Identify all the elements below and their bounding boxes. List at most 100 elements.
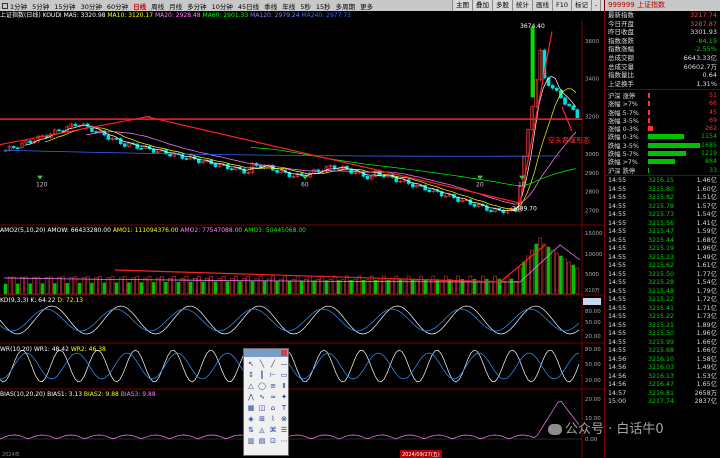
draw-tool-button[interactable]: ⌂ <box>270 404 276 412</box>
draw-tool-button[interactable]: ⊞ <box>259 415 265 423</box>
volume-bar <box>304 278 308 295</box>
tick-amount: 1.57亿 <box>696 202 717 210</box>
period-tab[interactable]: 30分钟 <box>80 2 102 11</box>
period-tab[interactable]: 5秒 <box>300 2 311 11</box>
tick-amount: 1.59亿 <box>696 228 717 236</box>
period-tab[interactable]: 季线 <box>264 2 278 11</box>
draw-tool-button[interactable]: ⌘ <box>269 426 277 434</box>
draw-tool-button[interactable]: ▦ <box>247 404 255 412</box>
candle-body <box>538 49 543 81</box>
draw-tool-button[interactable]: ⋯ <box>280 437 288 445</box>
draw-tool-button[interactable]: ⇅ <box>248 426 254 434</box>
volume-bar <box>349 280 353 295</box>
draw-tool-button[interactable]: ▭ <box>280 371 288 379</box>
close-icon[interactable] <box>281 350 287 356</box>
draw-tool-button[interactable]: ⊢ <box>269 371 277 379</box>
draw-tool-button[interactable]: ┃ <box>259 371 265 379</box>
period-tab[interactable]: 60分钟 <box>106 2 129 11</box>
breadth-row: 跌幅 0-3% 1154 <box>605 133 720 141</box>
period-tab[interactable]: 5分钟 <box>32 2 50 11</box>
volume-bar <box>291 278 296 295</box>
right-tab[interactable]: 统计 <box>512 0 532 11</box>
draw-tool-button[interactable]: ◫ <box>258 404 266 412</box>
drawing-tools-palette[interactable]: ↖ ╲ ╱ — ↕ ┃ ⊢ ▭ △ ◯ ≡ Ⅱ ⋀ ∿ ≈ ✦ ▦ ◫ ⌂ T ◈ ⊞ ⌇ ⊗ ⇅ ◬ ⌘ ☰ ▥ ▤ ⊡ ⋯ <box>243 348 289 456</box>
period-tab[interactable]: 10分钟 <box>211 2 233 11</box>
period-tab[interactable]: 月线 <box>169 2 183 11</box>
candle-body <box>57 129 61 132</box>
period-tab[interactable]: 年线 <box>282 2 296 11</box>
candle-body <box>106 134 111 140</box>
volume-bar <box>267 278 271 295</box>
candle-body <box>415 184 419 188</box>
legend-item: AMO2: 77547088.00 <box>180 227 245 234</box>
date-label: 2024年 <box>2 451 20 458</box>
period-tab[interactable]: 1分钟 <box>10 2 28 11</box>
period-tab[interactable]: 多分钟 <box>187 2 207 11</box>
right-tab[interactable]: 主图 <box>452 0 472 11</box>
period-tab[interactable]: 15秒 <box>315 2 331 11</box>
k-line <box>0 305 580 335</box>
draw-tool-button[interactable]: T <box>281 404 287 412</box>
candle-body <box>336 168 341 170</box>
draw-tool-button[interactable]: ↖ <box>248 360 254 368</box>
draw-tool-button[interactable]: — <box>280 360 288 368</box>
volume-bar <box>555 252 559 295</box>
draw-tool-button[interactable]: ⋀ <box>248 393 254 401</box>
draw-tool-button[interactable]: ↕ <box>248 371 254 379</box>
candle-body <box>90 126 94 132</box>
draw-tool-button[interactable]: ▥ <box>247 437 255 445</box>
period-tab[interactable]: 多周期 <box>335 2 356 11</box>
draw-tool-button[interactable]: △ <box>248 382 254 390</box>
period-tab[interactable]: 周线 <box>151 2 165 11</box>
volume-bar <box>53 283 57 295</box>
volume-bar <box>509 278 514 295</box>
period-tab[interactable]: 15分钟 <box>54 2 76 11</box>
draw-tool-button[interactable]: ⊡ <box>270 437 276 445</box>
tick-list[interactable]: 14:55 3216.15 1.46亿 14:55 3215.80 1.60亿 14:55 3… <box>605 177 720 407</box>
draw-tool-button[interactable]: ▤ <box>258 437 266 445</box>
volume-bar <box>86 276 90 295</box>
draw-tool-button[interactable]: ╱ <box>270 360 276 368</box>
cycle-marker <box>477 175 483 180</box>
breadth-row: 跌幅 >7% 884 <box>605 158 720 166</box>
kline-chart-area[interactable]: 3600 3400 3200 3000 2900 2800 2700 3674.40 2689.… <box>0 20 604 458</box>
draw-tool-button[interactable]: ◈ <box>248 415 254 423</box>
period-tab[interactable]: 45日线 <box>237 2 260 11</box>
volume-bar <box>456 275 460 295</box>
ma240-line <box>3 149 561 157</box>
draw-tool-button[interactable]: ≈ <box>270 393 276 401</box>
palette-titlebar[interactable] <box>244 349 288 357</box>
draw-tool-button[interactable]: ╲ <box>259 360 265 368</box>
volume-bar <box>238 281 242 295</box>
draw-tool-button[interactable]: ⌇ <box>271 415 275 423</box>
draw-tool-button[interactable]: ≡ <box>270 382 276 390</box>
right-tab[interactable]: 多股 <box>492 0 512 11</box>
draw-tool-button[interactable]: Ⅱ <box>282 382 286 390</box>
period-tab[interactable]: 日线 <box>133 2 147 11</box>
draw-tool-button[interactable]: ☰ <box>280 426 288 434</box>
kd-legend: KD(9,3,3) K: 64.22 D: 72.13 <box>0 296 83 305</box>
y-tick-label: 3400 <box>585 77 599 83</box>
right-tab[interactable]: - <box>591 0 601 11</box>
tick-time: 14:55 <box>608 202 627 210</box>
stat-row: 指数涨幅 -2.55% <box>605 45 720 54</box>
right-tab[interactable]: 标记 <box>571 0 592 11</box>
volume-bar <box>497 278 501 295</box>
right-tab[interactable]: F10 <box>552 0 572 11</box>
draw-tool-button[interactable]: ∿ <box>259 393 265 401</box>
draw-tool-button[interactable]: ◯ <box>258 382 266 390</box>
y-tick-label: 5000 <box>585 272 599 278</box>
candle-body <box>69 123 74 128</box>
right-tab[interactable]: 画线 <box>532 0 552 11</box>
draw-tool-button[interactable]: ◬ <box>259 426 265 434</box>
period-tab[interactable]: 更多 <box>360 2 374 11</box>
draw-tool-button[interactable]: ⊗ <box>281 415 287 423</box>
tick-time: 14:55 <box>608 262 627 270</box>
volume-bar <box>337 280 341 295</box>
window-icon[interactable] <box>2 2 8 9</box>
cycle-marker-label: 60 <box>301 182 309 189</box>
tick-time: 14:55 <box>608 330 627 338</box>
right-tab[interactable]: 叠加 <box>472 0 492 11</box>
candle-body <box>201 161 205 164</box>
draw-tool-button[interactable]: ✦ <box>281 393 287 401</box>
